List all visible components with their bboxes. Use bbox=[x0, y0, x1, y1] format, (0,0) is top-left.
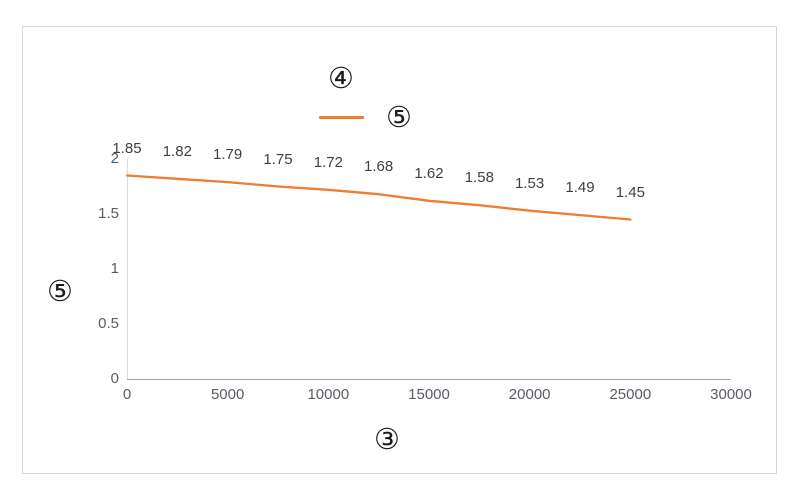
data-label: 1.49 bbox=[565, 179, 595, 197]
legend: ⑤ bbox=[319, 102, 412, 132]
data-label: 1.62 bbox=[414, 164, 444, 182]
x-tick-label: 5000 bbox=[210, 386, 245, 403]
data-label: 1.72 bbox=[313, 153, 343, 171]
chart-frame: ④ ⑤ ⑤ ③ 0 0.5 1 1.5 2 0 5000 10000 15000 20000 25… bbox=[22, 26, 777, 474]
x-axis-title: ③ bbox=[374, 422, 400, 456]
y-tick-label: 1 bbox=[110, 260, 119, 277]
data-label: 1.75 bbox=[263, 150, 293, 168]
x-tick-label: 30000 bbox=[710, 386, 752, 403]
data-label: 1.53 bbox=[515, 174, 545, 192]
y-tick-label: 2 bbox=[110, 150, 119, 167]
plot-area bbox=[125, 159, 731, 380]
x-tick-label: 25000 bbox=[609, 386, 652, 403]
y-tick-label: 1.5 bbox=[98, 205, 119, 222]
data-label: 1.85 bbox=[112, 139, 142, 157]
x-tick-label: 10000 bbox=[307, 386, 350, 403]
y-tick-label: 0 bbox=[110, 370, 119, 387]
legend-label: ⑤ bbox=[386, 100, 412, 134]
data-label: 1.79 bbox=[213, 146, 243, 164]
y-axis-title: ⑤ bbox=[47, 274, 73, 308]
chart-title: ④ bbox=[328, 61, 354, 95]
legend-line-marker bbox=[319, 115, 364, 119]
data-label: 1.58 bbox=[464, 169, 494, 187]
x-tick-label: 20000 bbox=[508, 386, 551, 403]
series-line bbox=[125, 174, 632, 221]
x-tick-label: 15000 bbox=[408, 386, 450, 403]
x-tick-label: 0 bbox=[122, 386, 132, 403]
data-label: 1.82 bbox=[162, 142, 192, 160]
data-label: 1.68 bbox=[364, 158, 394, 176]
data-label: 1.45 bbox=[615, 183, 645, 201]
y-tick-label: 0.5 bbox=[98, 315, 119, 332]
